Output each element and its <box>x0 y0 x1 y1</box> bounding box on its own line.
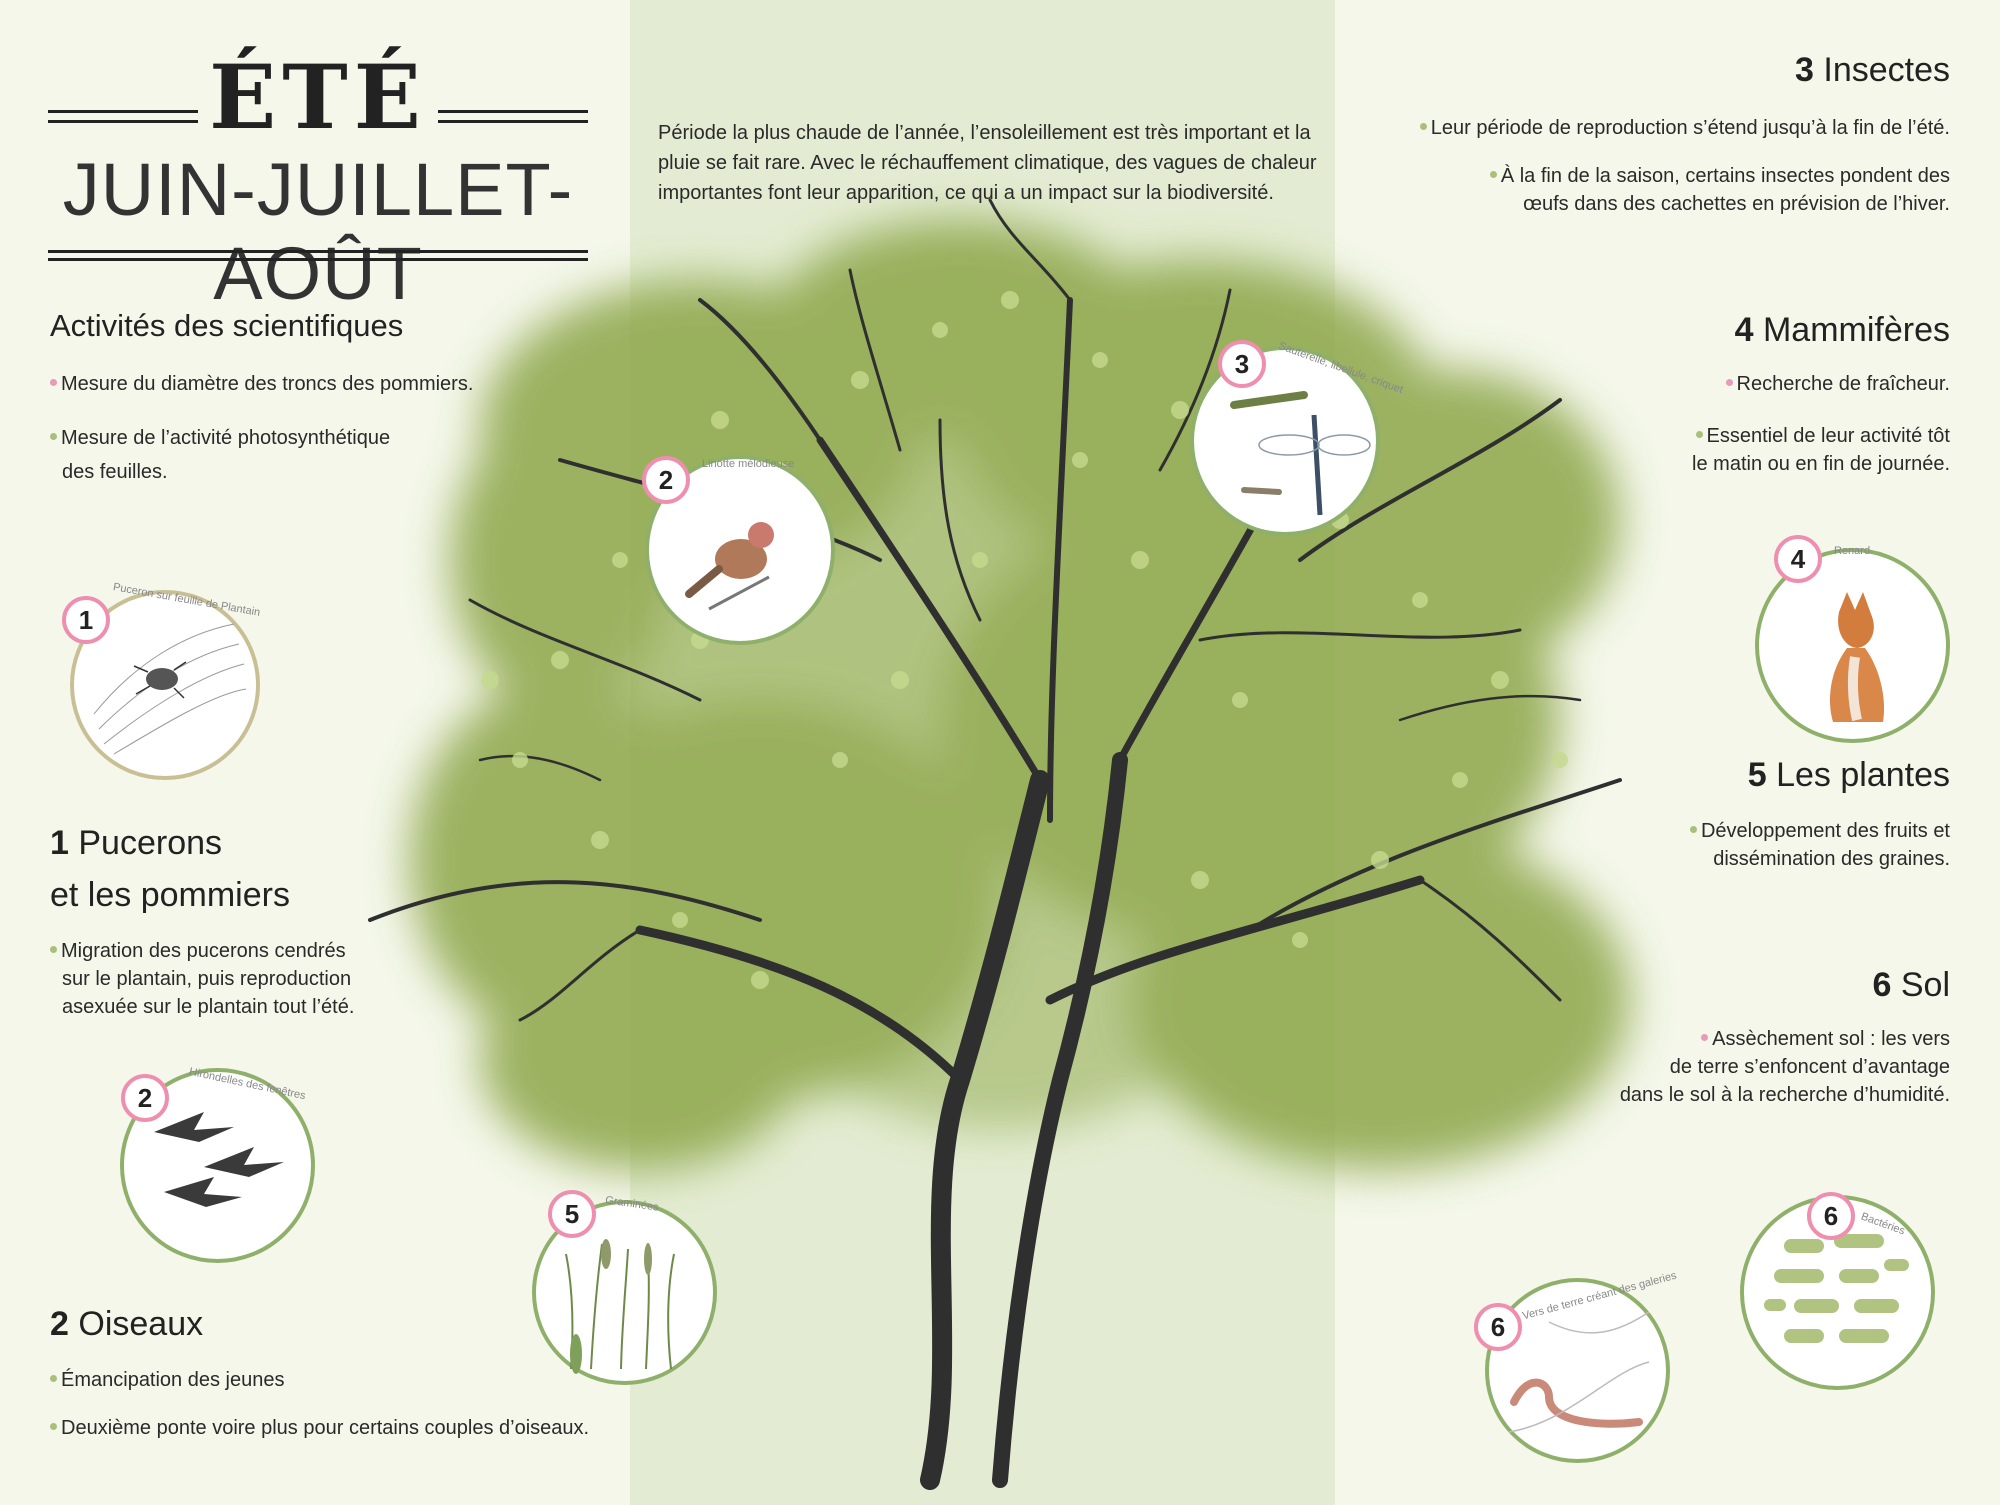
caption-linnet: Linotte mélodieuse <box>702 458 795 470</box>
pucerons-item-2: sur le plantain, puis reproduction <box>62 968 352 990</box>
mammiferes-item-3: le matin ou en fin de journée. <box>1692 453 1950 475</box>
bullet-dot <box>50 946 57 954</box>
pucerons-item-1: Migration des pucerons cendrés <box>50 937 346 965</box>
pucerons-heading: 1 Pucerons <box>50 824 223 862</box>
oiseaux-item-1: Émancipation des jeunes <box>50 1366 284 1394</box>
mammiferes-heading: 4 Mammifères <box>1734 311 1950 349</box>
bullet-dot <box>1489 171 1497 179</box>
badge-3: 3 <box>1218 340 1266 388</box>
insectes-heading: 3 Insectes <box>1795 51 1950 89</box>
season-title: ÉTÉ <box>48 52 588 142</box>
dragonfly-icon <box>1230 391 1371 516</box>
badge-6-left: 6 <box>1474 1303 1522 1351</box>
plantes-heading: 5 Les plantes <box>1747 756 1950 794</box>
bullet-dot <box>50 379 57 387</box>
scientists-item-1: Mesure du diamètre des troncs des pommie… <box>50 370 473 398</box>
pucerons-heading-2: et les pommiers <box>50 876 290 914</box>
badge-4: 4 <box>1774 535 1822 583</box>
title-rule-left-2 <box>48 120 198 123</box>
sol-item-1: Assèchement sol : les vers <box>1701 1025 1950 1053</box>
bullet-dot <box>50 1375 57 1383</box>
badge-2-top: 2 <box>642 456 690 504</box>
oiseaux-item-2: Deuxième ponte voire plus pour certains … <box>50 1414 589 1442</box>
bullet-dot <box>50 433 57 441</box>
earthworm-illustration <box>1485 1278 1670 1463</box>
earthworm-icon <box>1508 1311 1650 1433</box>
plantes-item-2: dissémination des graines. <box>1713 848 1950 870</box>
bullet-dot <box>1701 1034 1709 1042</box>
bacteria-icon <box>1764 1234 1909 1343</box>
sol-item-3: dans le sol à la recherche d’humidité. <box>1619 1084 1950 1106</box>
mammiferes-item-1: Recherche de fraîcheur. <box>1725 370 1950 398</box>
fox-illustration <box>1755 548 1950 743</box>
swallow-icon <box>154 1112 284 1207</box>
mammiferes-item-2: Essentiel de leur activité tôt <box>1695 422 1950 450</box>
bullet-dot <box>1695 431 1703 439</box>
months-underline-2 <box>48 258 588 261</box>
insectes-item-3: œufs dans des cachettes en prévision de … <box>1523 193 1950 215</box>
swallows-illustration <box>120 1068 315 1263</box>
badge-2-bottom: 2 <box>121 1074 169 1122</box>
season-months: JUIN-JUILLET-AOÛT <box>62 148 574 315</box>
sol-item-2: de terre s’enfoncent d’avantage <box>1669 1056 1950 1078</box>
pucerons-item-3: asexuée sur le plantain tout l’été. <box>62 996 355 1018</box>
intro-text: Période la plus chaude de l’année, l’ens… <box>658 122 1317 204</box>
fox-icon <box>1829 592 1885 722</box>
scientists-item-2: Mesure de l’activité photosynthétique <box>50 424 390 452</box>
sol-heading: 6 Sol <box>1872 966 1950 1004</box>
title-rule-right <box>438 110 588 113</box>
aphid-icon <box>93 623 247 755</box>
insectes-item-1: Leur période de reproduction s’étend jus… <box>1419 114 1950 142</box>
badge-1: 1 <box>62 596 110 644</box>
badge-5: 5 <box>548 1190 596 1238</box>
months-underline <box>48 250 588 253</box>
bullet-dot <box>50 1423 57 1431</box>
caption-fox: Renard <box>1834 545 1871 557</box>
bullet-dot <box>1689 826 1697 834</box>
scientists-item-2-cont: des feuilles. <box>62 461 168 483</box>
title-rule-left <box>48 110 198 113</box>
insectes-item-2: À la fin de la saison, certains insectes… <box>1489 162 1950 190</box>
oiseaux-heading: 2 Oiseaux <box>50 1305 204 1343</box>
bullet-dot <box>1725 379 1733 387</box>
linnet-icon <box>685 522 774 611</box>
plantes-item-1: Développement des fruits et <box>1689 817 1950 845</box>
title-rule-right-2 <box>438 120 588 123</box>
season-name: ÉTÉ <box>209 45 427 149</box>
grass-icon <box>565 1239 675 1374</box>
badge-6-right: 6 <box>1807 1192 1855 1240</box>
bullet-dot <box>1419 123 1427 131</box>
scientists-heading: Activités des scientifiques <box>50 308 404 343</box>
tree-foliage <box>410 220 1630 1170</box>
